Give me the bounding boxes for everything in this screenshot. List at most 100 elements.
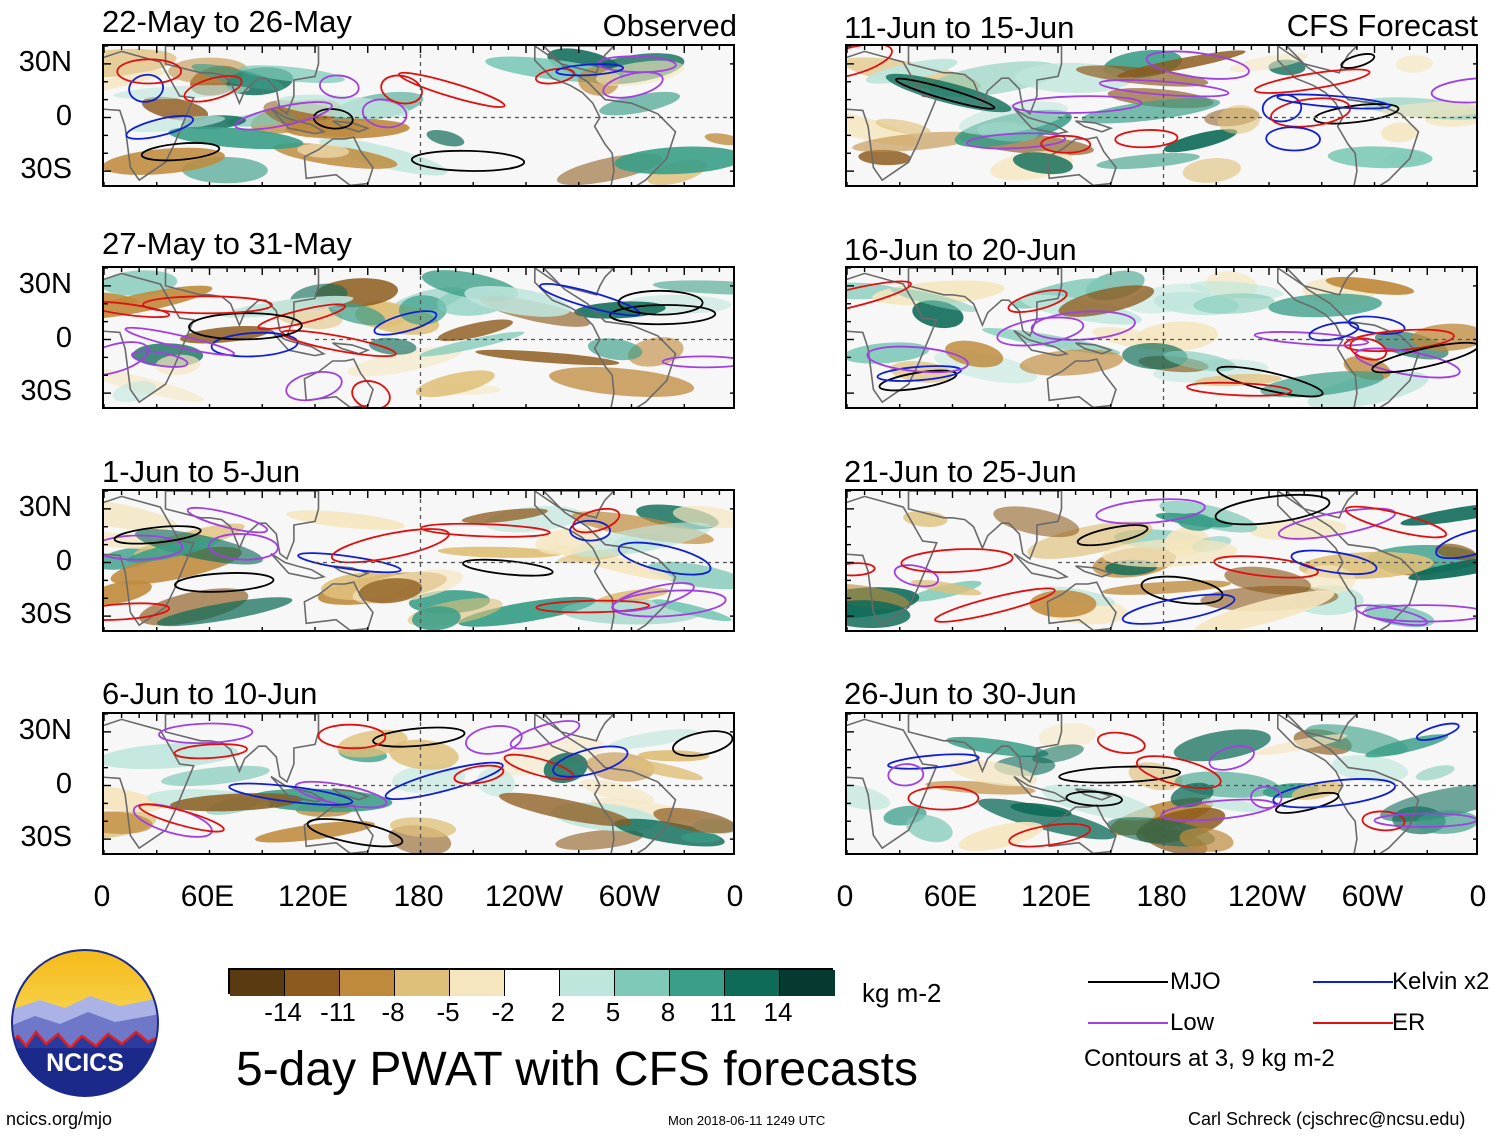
wave-contour bbox=[617, 541, 712, 576]
anomaly-shading bbox=[1058, 285, 1155, 317]
anomaly-shading bbox=[885, 73, 1012, 113]
lon-label: 120E bbox=[277, 880, 349, 913]
anomaly-shading bbox=[170, 793, 303, 812]
legend-kelvin-line bbox=[1313, 981, 1393, 983]
anomaly-shading bbox=[652, 280, 733, 295]
footer-credit: Carl Schreck (cjschrec@ncsu.edu) bbox=[1188, 1109, 1466, 1129]
wave-contour bbox=[186, 506, 269, 534]
anomaly-shading bbox=[389, 817, 457, 838]
colorbar-tick-label: 14 bbox=[763, 997, 793, 1027]
coastline bbox=[1013, 107, 1070, 135]
forecast-tag: CFS Forecast bbox=[1286, 8, 1478, 43]
anomaly-shading bbox=[1325, 276, 1415, 295]
anomaly-shading bbox=[126, 537, 220, 563]
anomaly-shading bbox=[555, 829, 644, 851]
anomaly-shading bbox=[847, 783, 891, 810]
pwat-map bbox=[104, 268, 733, 407]
wave-contour bbox=[210, 331, 299, 358]
wave-contour bbox=[462, 558, 554, 577]
anomaly-shading bbox=[368, 337, 417, 355]
anomaly-shading bbox=[949, 759, 1038, 787]
anomaly-shading bbox=[412, 606, 461, 630]
panel-title-fc-1: 11-Jun to 15-Jun bbox=[844, 10, 1075, 45]
anomaly-shading bbox=[571, 522, 712, 558]
anomaly-shading bbox=[464, 285, 571, 317]
wave-contour bbox=[317, 723, 387, 750]
wave-contour bbox=[257, 303, 347, 331]
lat-label: 0 bbox=[55, 767, 72, 800]
wave-contour bbox=[1253, 68, 1371, 94]
forecast-map-panel-3 bbox=[845, 489, 1478, 632]
anomaly-shading bbox=[614, 146, 733, 175]
wave-contour bbox=[1012, 95, 1143, 114]
footer-timestamp: Mon 2018-06-11 1249 UTC bbox=[668, 1113, 826, 1128]
wave-contour bbox=[1114, 129, 1179, 149]
wave-contour bbox=[1208, 745, 1255, 771]
lat-label: 30S bbox=[20, 153, 72, 186]
lat-label: 30S bbox=[20, 375, 72, 408]
coastline bbox=[542, 46, 616, 74]
anomaly-shading bbox=[113, 85, 250, 100]
footer-url[interactable]: ncics.org/mjo bbox=[6, 1109, 113, 1129]
colorbar-swatch bbox=[505, 970, 560, 996]
wave-contour bbox=[617, 289, 704, 316]
coastline bbox=[1075, 342, 1114, 355]
anomaly-shading bbox=[461, 508, 548, 524]
pwat-map bbox=[104, 714, 733, 853]
wave-contour bbox=[535, 67, 575, 85]
anomaly-shading bbox=[1122, 342, 1188, 370]
coastline bbox=[1013, 552, 1070, 580]
anomaly-shading bbox=[139, 588, 249, 626]
coastline bbox=[270, 107, 327, 135]
anomaly-shading bbox=[647, 561, 733, 590]
anomaly-shading bbox=[391, 764, 466, 794]
anomaly-shading bbox=[286, 510, 406, 530]
wave-contour bbox=[173, 743, 248, 760]
wave-contour bbox=[142, 295, 273, 315]
coastline bbox=[542, 714, 616, 742]
anomaly-shading bbox=[587, 338, 643, 361]
coastline bbox=[270, 329, 327, 357]
coastline bbox=[542, 491, 616, 519]
lat-label: 30N bbox=[18, 713, 72, 746]
wave-contour bbox=[1276, 93, 1391, 110]
colorbar-tick-label: -11 bbox=[320, 997, 356, 1027]
wave-contour bbox=[125, 115, 195, 140]
wave-contour bbox=[384, 761, 504, 801]
wave-contour bbox=[131, 350, 189, 368]
coastline bbox=[303, 581, 374, 630]
main-title: 5-day PWAT with CFS forecasts bbox=[236, 1043, 918, 1096]
colorbar-swatch bbox=[395, 970, 450, 996]
wave-contour bbox=[1007, 289, 1068, 313]
coastline bbox=[1046, 581, 1117, 630]
anomaly-shading bbox=[1096, 152, 1200, 170]
colorbar-swatch bbox=[450, 970, 505, 996]
colorbar-tick-label: 5 bbox=[605, 997, 621, 1027]
legend-note: Contours at 3, 9 kg m-2 bbox=[1084, 1045, 1335, 1072]
anomaly-shading bbox=[653, 807, 733, 834]
anomaly-shading bbox=[535, 528, 601, 555]
anomaly-shading bbox=[958, 821, 1044, 851]
wave-contour bbox=[1435, 527, 1476, 560]
wave-contour bbox=[380, 74, 423, 105]
anomaly-shading bbox=[1194, 590, 1335, 630]
wave-contour bbox=[280, 329, 397, 358]
anomaly-shading bbox=[112, 381, 157, 403]
lon-label: 60W bbox=[598, 880, 661, 913]
lon-label: 0 bbox=[726, 880, 744, 913]
anomaly-shading bbox=[1102, 539, 1238, 568]
wave-contour bbox=[116, 58, 182, 85]
observed-map-panel-1 bbox=[102, 44, 735, 187]
wave-contour bbox=[1290, 549, 1378, 576]
legend-low-label: Low bbox=[1170, 1009, 1215, 1036]
anomaly-shading bbox=[622, 759, 704, 781]
anomaly-shading bbox=[704, 133, 733, 146]
coastline bbox=[1285, 268, 1359, 296]
wave-contour bbox=[611, 582, 695, 613]
coastline bbox=[303, 136, 374, 185]
anomaly-shading bbox=[426, 129, 465, 147]
colorbar-tick-label: 11 bbox=[709, 997, 737, 1027]
wave-contour bbox=[900, 548, 1014, 574]
anomaly-shading bbox=[959, 101, 1069, 135]
coastline bbox=[533, 714, 677, 853]
